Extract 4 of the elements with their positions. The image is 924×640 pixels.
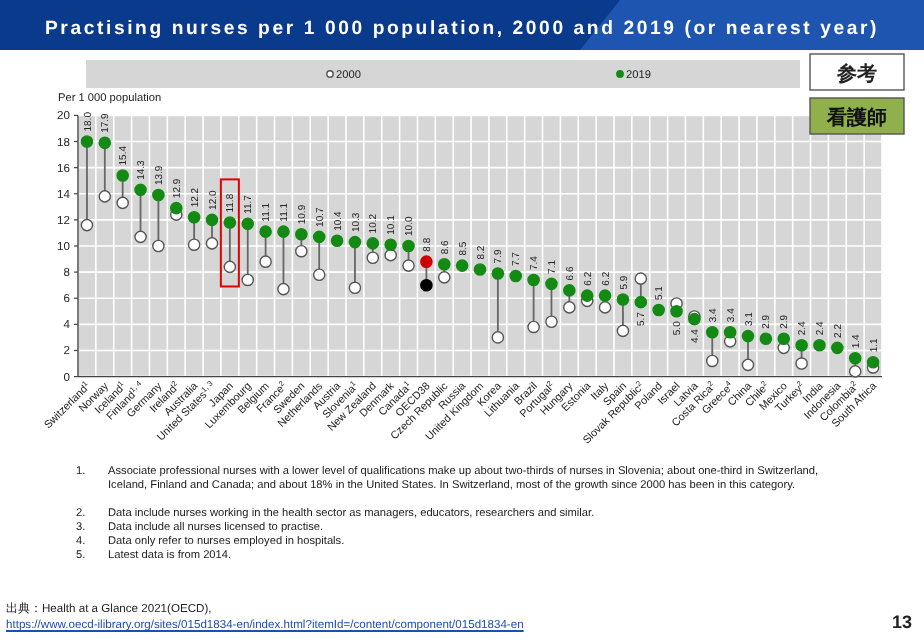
text: 13 — [891, 612, 912, 632]
annotation: 看護師 — [825, 106, 887, 130]
text: 参考 — [835, 62, 877, 86]
chart-title: Practising nurses per 1 000 population, 2000 and 2019 (or nearest year) — [44, 18, 880, 40]
